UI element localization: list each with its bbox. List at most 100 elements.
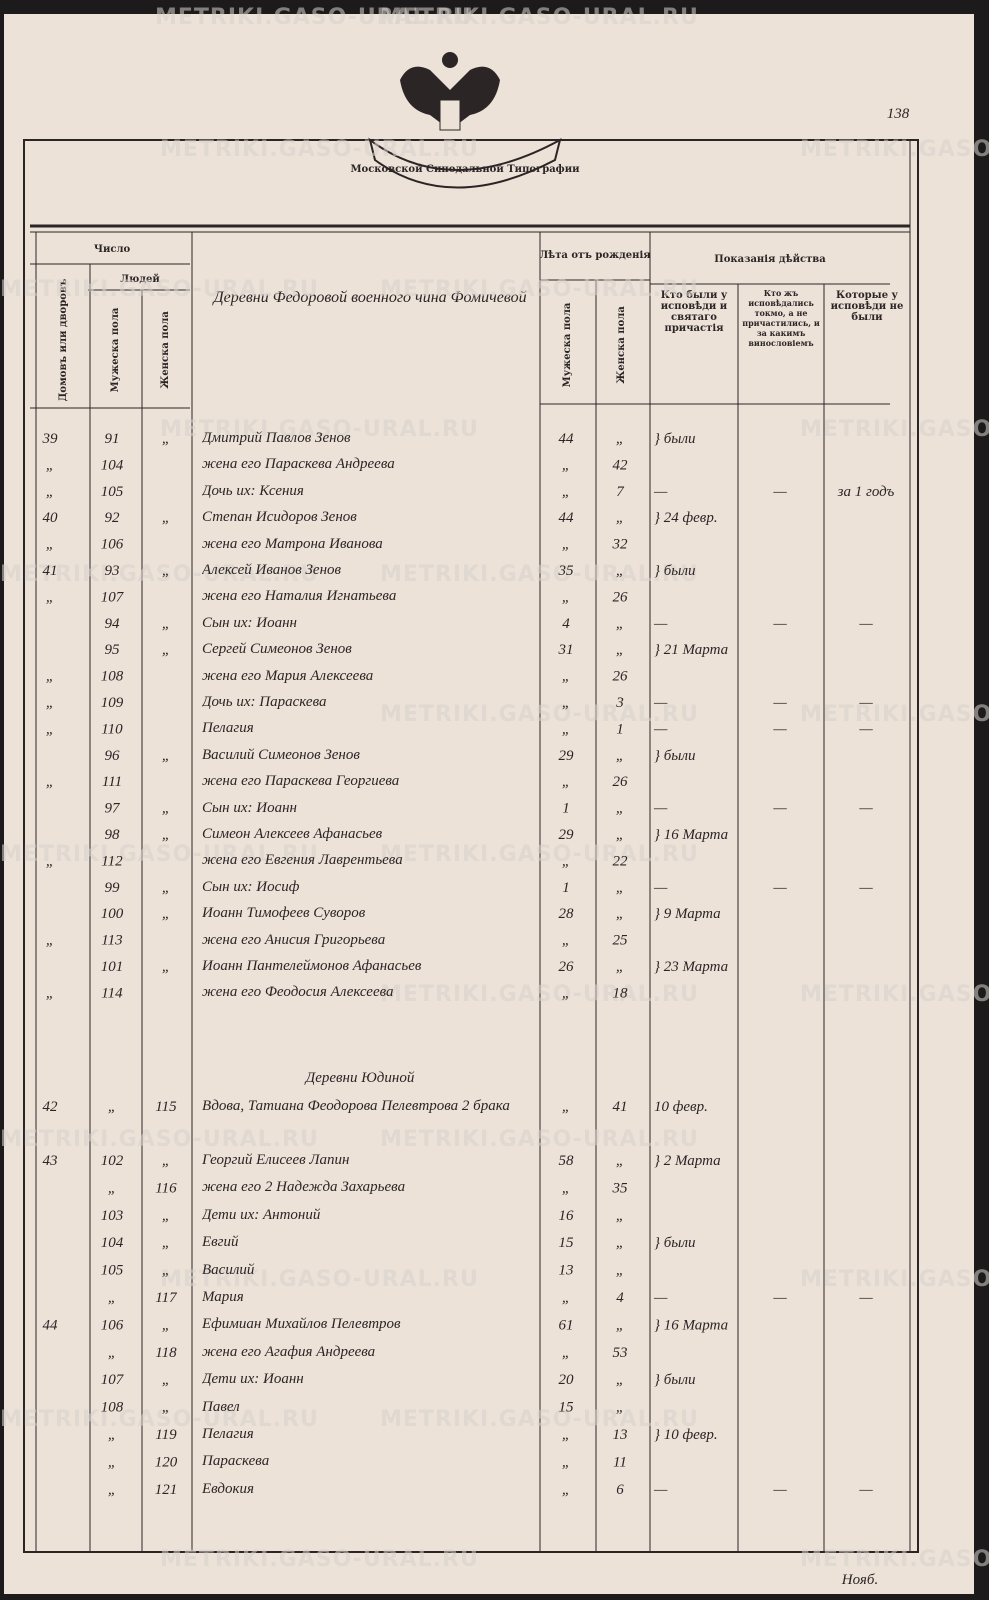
cell-f-age: 13 [613, 1427, 628, 1443]
cell-m-age: „ [562, 1180, 570, 1196]
cell-f: „ [162, 801, 170, 817]
cell-not-communed: — [772, 721, 787, 737]
emblem: Московской Синодальной Типографии [350, 52, 580, 189]
cell-no: 43 [43, 1153, 58, 1169]
cell-f: „ [162, 1317, 170, 1333]
cell-f-age: „ [616, 880, 624, 896]
cell-confessed: } были [654, 1235, 696, 1251]
name: Симеон Алексеев Афанасьев [202, 826, 383, 842]
name-cell: Георгий Елисеев Лапин [202, 1152, 350, 1168]
footnote: Нояб. [841, 1572, 878, 1588]
header-male: Мужеска пола [110, 307, 121, 392]
cell-f-age: „ [616, 827, 624, 843]
cell-confessed: — [653, 721, 668, 737]
name: жена его Матрона Иванова [202, 535, 383, 552]
emblem-ribbon: Московской Синодальной Типографии [350, 164, 580, 175]
cell-confessed: — [653, 616, 668, 632]
name-cell: Дети их: Антоний [202, 1206, 321, 1223]
cell-f: „ [162, 880, 170, 896]
cell-not-communed: — [772, 484, 787, 500]
name-cell: жена его Анисия Григорьева [202, 931, 386, 948]
cell-confessed: — [653, 484, 668, 500]
cell-confessed: } были [654, 1372, 696, 1388]
section-title: Деревни Юдиной [304, 1070, 415, 1086]
cell-m-age: „ [562, 669, 570, 685]
cell-f: 118 [155, 1345, 177, 1361]
cell-confessed: } были [654, 431, 696, 447]
cell-m-age: 15 [559, 1235, 575, 1251]
watermark: METRIKI.GASO-URAL.RU [800, 1547, 989, 1572]
header-number: Число [94, 244, 131, 255]
cell-m-age: „ [562, 484, 570, 500]
cell-f: „ [162, 616, 170, 632]
name-cell: жена его Наталия Игнатьева [202, 588, 396, 604]
name-cell: Сын их: Иосиф [202, 879, 299, 895]
cell-m-age: 29 [559, 827, 575, 843]
cell-no: „ [46, 457, 54, 473]
name-cell: Пелагия [202, 1426, 254, 1442]
cell-confessed: — [653, 801, 668, 817]
name-cell: Евгий [202, 1234, 239, 1250]
name-cell: Евдокия [202, 1481, 254, 1497]
cell-m: 98 [105, 827, 121, 843]
cell-m: 114 [101, 985, 123, 1001]
watermark: METRIKI.GASO-URAL.RU [155, 5, 474, 30]
cell-m: 91 [105, 431, 120, 447]
name-cell: Павел [202, 1399, 240, 1415]
cell-m-age: „ [562, 1482, 570, 1498]
name: Степан Исидоров Зенов [202, 509, 357, 526]
cell-m-age: 58 [559, 1153, 575, 1169]
watermark: METRIKI.GASO-URAL.RU [800, 702, 989, 727]
watermark: METRIKI.GASO-URAL.RU [380, 1407, 699, 1432]
cell-m-age: „ [562, 1427, 570, 1443]
name: жена его Анисия Григорьева [202, 931, 386, 948]
name: Василий [202, 1261, 255, 1278]
name-cell: Сын их: Иоанн [202, 615, 297, 631]
name: Вдова, Татиана Феодорова Пелевтрова 2 бр… [202, 1098, 510, 1114]
cell-f-age: 35 [612, 1180, 629, 1196]
name-cell: Ефимиан Михайлов Пелевтров [202, 1316, 401, 1332]
cell-m: 96 [105, 748, 121, 764]
cell-confessed: — [653, 880, 668, 896]
cell-f: 120 [155, 1454, 178, 1470]
watermark: METRIKI.GASO-URAL.RU [380, 982, 699, 1007]
cell-not-communed: — [772, 616, 787, 632]
cell-f-age: 6 [616, 1482, 624, 1498]
name-cell: жена его Матрона Иванова [202, 535, 383, 552]
cell-m: 93 [105, 563, 120, 579]
name: Дмитрий Павлов Зенов [202, 430, 351, 446]
cell-f: 115 [155, 1099, 177, 1115]
name: Дети их: Антоний [202, 1206, 321, 1223]
cell-m-age: 44 [559, 510, 575, 526]
cell-f-age: 42 [613, 457, 629, 473]
name-cell: Сергей Симеонов Зенов [202, 641, 352, 657]
cell-m: „ [108, 1290, 116, 1306]
cell-m: 94 [105, 616, 121, 632]
cell-f: „ [162, 510, 170, 526]
cell-m-age: „ [562, 1454, 570, 1470]
cell-confessed: 10 февр. [654, 1099, 708, 1115]
cell-no: „ [46, 537, 54, 553]
cell-m: „ [108, 1345, 116, 1361]
cell-m: 112 [101, 853, 123, 869]
cell-f-age: 26 [613, 589, 629, 605]
cell-not-communed: — [772, 1482, 787, 1498]
cell-m-age: 13 [559, 1263, 574, 1279]
header-age: Лѣта отъ рожденія [539, 250, 651, 261]
header-confessed-box: Кто были у исповѣди и святаго причастія [661, 290, 728, 334]
cell-not-communed: — [772, 880, 787, 896]
cell-f-age: „ [616, 1317, 624, 1333]
cell-f-age: „ [616, 642, 624, 658]
cell-m: 105 [101, 1263, 124, 1279]
name-cell: Дочь их: Ксения [202, 483, 304, 499]
cell-m-age: „ [562, 457, 570, 473]
cell-f: „ [162, 748, 170, 764]
cell-f-age: 26 [613, 669, 629, 685]
watermark: METRIKI.GASO-URAL.RU [160, 1547, 479, 1572]
cell-m: 103 [101, 1208, 124, 1224]
cell-f-age: „ [616, 1208, 624, 1224]
watermark: METRIKI.GASO-URAL.RU [800, 1267, 989, 1292]
cell-m-age: 26 [559, 959, 575, 975]
name: Василий Симеонов Зенов [202, 746, 360, 763]
header-people: Людей [120, 274, 160, 285]
